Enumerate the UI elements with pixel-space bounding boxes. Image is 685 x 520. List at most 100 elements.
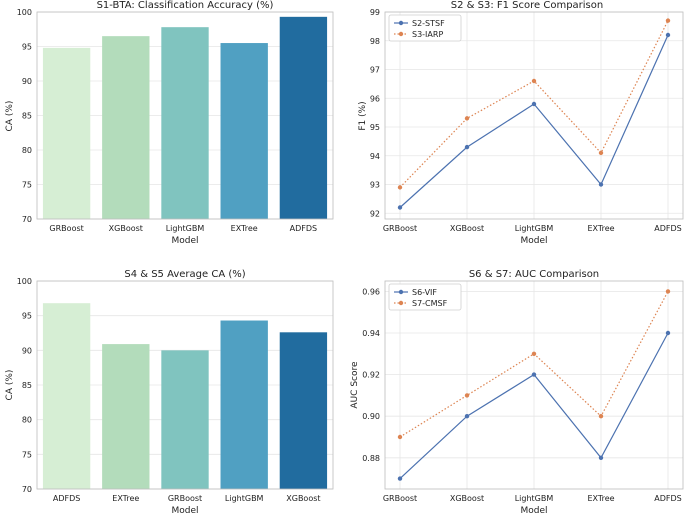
y-tick-label: 85 (22, 381, 32, 390)
data-point-s3-iarp (464, 116, 470, 121)
bar-extree (220, 43, 268, 219)
data-point-s7-cmsf (665, 289, 671, 294)
y-tick-label: 0.90 (362, 412, 380, 421)
x-tick-label: LightGBM (166, 224, 205, 233)
bar-adfds (279, 16, 328, 219)
x-axis-label: Model (520, 506, 547, 516)
data-point-s2-stsf (598, 182, 604, 187)
bar-lightgbm (161, 27, 209, 220)
x-tick-label: LightGBM (515, 494, 554, 503)
x-tick-label: GRBoost (383, 224, 417, 233)
y-axis-label: AUC Score (350, 361, 360, 409)
legend-box (388, 14, 462, 42)
bar-extree (102, 344, 150, 489)
x-tick-label: ADFDS (654, 224, 681, 233)
y-tick-label: 90 (22, 346, 32, 355)
bar-grboost (161, 350, 209, 489)
y-axis-label: F1 (%) (358, 101, 368, 130)
legend-label-s7-cmsf: S7-CMSF (412, 299, 448, 308)
bar-grboost (42, 47, 91, 219)
y-tick-label: 70 (22, 215, 32, 224)
y-axis-label: CA (%) (5, 101, 15, 132)
data-point-s2-stsf (397, 205, 403, 210)
plot-frame (384, 280, 684, 490)
x-axis-label: Model (520, 236, 547, 246)
bar-lightgbm (220, 320, 268, 489)
y-tick-label: 93 (370, 181, 380, 190)
plot-frame (384, 11, 684, 220)
y-tick-label: 80 (22, 146, 32, 155)
x-tick-label: XGBoost (109, 224, 143, 233)
y-tick-label: 85 (22, 112, 32, 121)
y-tick-label: 100 (17, 8, 32, 17)
y-tick-label: 98 (370, 37, 380, 46)
chart-title: S4 & S5 Average CA (%) (124, 269, 245, 280)
x-axis-label: Model (171, 506, 198, 516)
y-tick-label: 90 (22, 77, 32, 86)
y-tick-label: 70 (22, 485, 32, 494)
y-tick-label: 0.88 (362, 454, 380, 463)
x-tick-label: EXTree (587, 224, 614, 233)
y-tick-label: 92 (370, 209, 380, 218)
chart-title: S6 & S7: AUC Comparison (469, 269, 599, 280)
legend-marker-s3-iarp (398, 31, 404, 37)
y-tick-label: 95 (22, 312, 32, 321)
y-tick-label: 95 (370, 123, 380, 132)
data-point-s2-stsf (464, 144, 470, 150)
legend-marker-s7-cmsf (398, 300, 404, 306)
panel-s2-s3: S2 & S3: F1 Score Comparison Model F1 (%… (358, 0, 684, 246)
data-point-s6-vif (665, 330, 671, 336)
y-tick-label: 94 (370, 152, 380, 161)
x-tick-label: GRBoost (383, 494, 417, 503)
y-tick-label: 97 (370, 66, 380, 75)
data-point-s2-stsf (531, 101, 537, 107)
data-point-s7-cmsf (531, 351, 537, 356)
legend-marker-s6-vif (398, 289, 404, 295)
y-tick-label: 0.96 (362, 287, 380, 296)
panel-s1-bta: S1-BTA: Classification Accuracy (%) Mode… (5, 0, 334, 246)
data-point-s6-vif (531, 372, 537, 377)
data-point-s6-vif (397, 476, 403, 481)
x-tick-label: XGBoost (450, 224, 484, 233)
x-tick-label: XGBoost (450, 494, 484, 503)
y-tick-label: 99 (370, 8, 380, 17)
legend-label-s6-vif: S6-VIF (412, 288, 437, 297)
data-point-s3-iarp (531, 78, 537, 84)
x-tick-label: EXTree (112, 494, 139, 503)
y-tick-label: 95 (22, 43, 32, 52)
x-tick-label: ADFDS (53, 494, 80, 503)
data-point-s7-cmsf (464, 393, 470, 398)
x-tick-label: EXTree (231, 224, 258, 233)
bar-xgboost (102, 36, 150, 220)
x-tick-label: GRBoost (49, 224, 83, 233)
data-point-s7-cmsf (598, 414, 604, 419)
x-tick-label: LightGBM (515, 224, 554, 233)
y-tick-label: 0.94 (362, 329, 380, 338)
y-axis-label: CA (%) (5, 370, 15, 401)
chart-title: S2 & S3: F1 Score Comparison (451, 0, 603, 11)
data-point-s3-iarp (397, 185, 403, 190)
chart-title: S1-BTA: Classification Accuracy (%) (97, 0, 274, 11)
panel-s6-s7: S6 & S7: AUC Comparison Model AUC Score … (350, 269, 684, 516)
y-tick-label: 80 (22, 416, 32, 425)
x-tick-label: XGBoost (286, 494, 320, 503)
y-tick-label: 0.92 (362, 371, 380, 380)
x-tick-label: ADFDS (654, 494, 681, 503)
legend-box (388, 283, 462, 311)
data-point-s6-vif (598, 455, 604, 460)
y-tick-label: 100 (17, 277, 32, 286)
legend-marker-s2-stsf (398, 20, 404, 26)
x-tick-label: LightGBM (225, 494, 264, 503)
x-tick-label: EXTree (587, 494, 614, 503)
legend-label-s3-iarp: S3-IARP (412, 30, 443, 39)
y-tick-label: 96 (370, 94, 380, 103)
plot-frame (36, 280, 334, 490)
data-point-s3-iarp (598, 150, 604, 156)
x-tick-label: GRBoost (168, 494, 202, 503)
legend-label-s2-stsf: S2-STSF (412, 19, 445, 28)
data-point-s7-cmsf (397, 434, 403, 440)
x-tick-label: ADFDS (290, 224, 317, 233)
bar-adfds (42, 303, 91, 489)
panel-s4-s5: S4 & S5 Average CA (%) Model CA (%) 70 75… (5, 269, 334, 516)
